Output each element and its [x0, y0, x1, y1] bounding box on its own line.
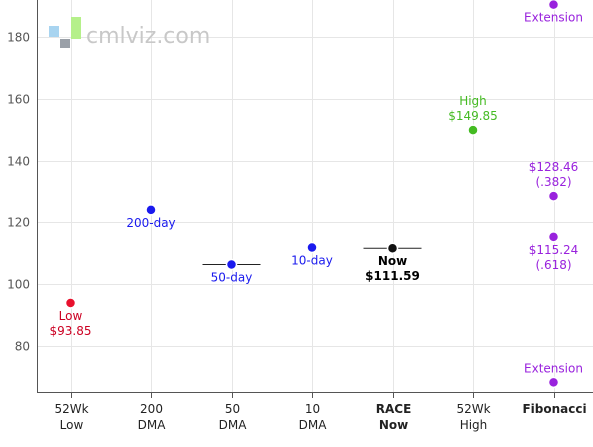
- point-label: Extension: [524, 361, 583, 375]
- watermark-text: cmlviz.com: [86, 24, 210, 49]
- data-point: [547, 0, 560, 11]
- point-label: Extension: [524, 11, 583, 25]
- point-labels: Low$93.85 200-day 50-day 10-day Now$111.59 Hi…: [50, 11, 583, 376]
- point-label: High: [459, 94, 487, 108]
- data-point: [547, 231, 560, 243]
- data-point: [547, 190, 560, 202]
- point-label: $128.46: [529, 160, 579, 174]
- x-category-label-line1: 10: [305, 402, 320, 416]
- x-category-label-line1: 50: [225, 402, 240, 416]
- y-tick-label: 160: [7, 93, 30, 107]
- point-label: 50-day: [211, 271, 253, 285]
- point-label: (.382): [535, 175, 571, 189]
- point-label: $115.24: [529, 243, 579, 257]
- x-category-label-line1: 200: [140, 402, 163, 416]
- x-category-label-line1: Fibonacci: [522, 402, 586, 416]
- data-point: [145, 204, 157, 216]
- x-category-labels: 52Wk Low 200 DMA 50 DMA 10 DMA RACE Now 52Wk High Fi…: [54, 402, 586, 432]
- data-point: [225, 258, 238, 271]
- point-label: 200-day: [126, 216, 175, 230]
- point-label: (.618): [535, 258, 571, 272]
- y-tick-label: 120: [7, 216, 30, 230]
- data-point: [64, 297, 77, 309]
- point-label: $149.85: [448, 109, 498, 123]
- x-category-label-line2: DMA: [138, 418, 167, 432]
- x-category-label-line1: RACE: [376, 402, 412, 416]
- data-point: [386, 242, 399, 254]
- x-category-label-line2: DMA: [299, 418, 328, 432]
- y-tick-label: 100: [7, 278, 30, 292]
- cmlviz-watermark: cmlviz.com: [49, 17, 210, 49]
- logo-square-gray: [60, 39, 70, 48]
- point-label: $111.59: [365, 269, 420, 283]
- point-label: $93.85: [50, 324, 92, 338]
- logo-square-blue: [49, 26, 59, 37]
- data-points: [64, 0, 560, 389]
- x-category-label-line2: DMA: [219, 418, 248, 432]
- logo-square-green: [71, 17, 81, 39]
- x-category-label-line1: 52Wk: [456, 402, 490, 416]
- y-tick-label: 140: [7, 155, 30, 169]
- y-tick-labels: 80 100 120 140 160 180: [7, 31, 30, 354]
- chart-grid: [37, 0, 593, 392]
- point-label: 10-day: [291, 254, 333, 268]
- point-label: Low: [59, 309, 83, 323]
- y-tick-label: 180: [7, 31, 30, 45]
- data-point: [306, 241, 318, 254]
- x-category-label-line1: 52Wk: [54, 402, 88, 416]
- point-label: Now: [378, 254, 407, 268]
- chart-axes: [37, 0, 593, 398]
- x-category-label-line2: Low: [60, 418, 84, 432]
- x-category-label-line2: High: [460, 418, 488, 432]
- y-tick-label: 80: [15, 340, 30, 354]
- x-category-label-line2: Now: [379, 418, 408, 432]
- data-point: [467, 124, 479, 136]
- data-point: [547, 376, 560, 389]
